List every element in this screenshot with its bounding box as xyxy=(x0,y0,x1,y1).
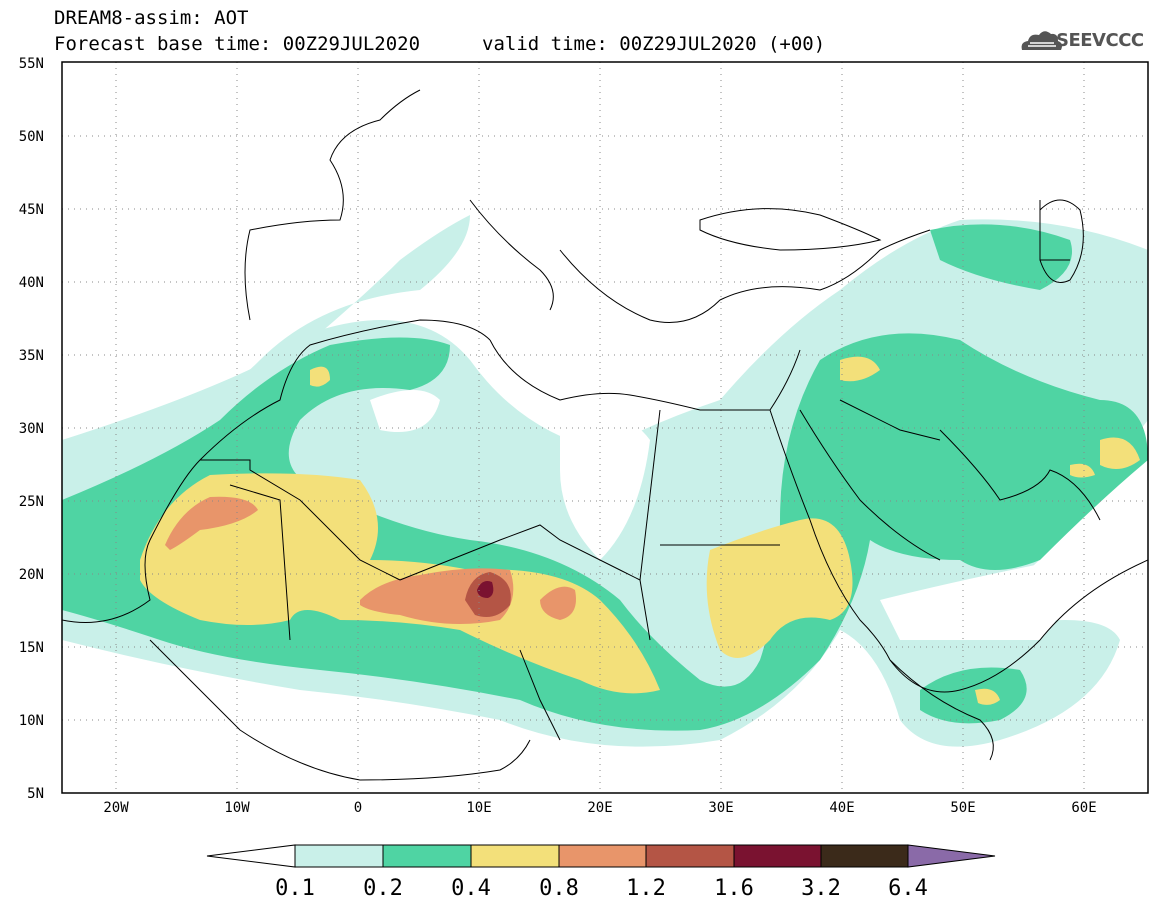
cloud-icon xyxy=(1021,31,1062,50)
lat-label: 25N xyxy=(18,494,44,510)
colorbar-label: 0.1 xyxy=(275,876,315,901)
aot-1.6-region xyxy=(477,581,494,598)
aot-0.8-region xyxy=(165,496,258,550)
colorbar-label: 0.8 xyxy=(539,876,579,901)
colorbar-label: 1.6 xyxy=(714,876,754,901)
lat-label: 55N xyxy=(18,56,44,72)
map-frame xyxy=(61,61,1149,794)
lon-label: 20E xyxy=(587,800,613,816)
lat-label: 35N xyxy=(18,348,44,364)
logo-text: SEEVCCC xyxy=(1056,30,1144,51)
colorbar-label: 6.4 xyxy=(888,876,928,901)
lat-label: 40N xyxy=(18,275,44,291)
lat-label: 20N xyxy=(18,567,44,583)
lon-label: 40E xyxy=(829,800,855,816)
aot-0.2-region xyxy=(62,333,1148,731)
colorbar-label: 0.4 xyxy=(451,876,491,901)
coastlines-borders xyxy=(62,89,1148,781)
lat-label: 45N xyxy=(18,202,44,218)
lon-label: 0 xyxy=(353,800,363,816)
lat-label: 5N xyxy=(27,786,44,802)
lat-label: 10N xyxy=(18,713,44,729)
aot-contours xyxy=(62,215,1148,747)
colorbar-label: 1.2 xyxy=(626,876,666,901)
lat-label: 30N xyxy=(18,421,44,437)
lon-label: 30E xyxy=(708,800,734,816)
lat-label: 15N xyxy=(18,640,44,656)
lon-label: 20W xyxy=(103,800,129,816)
colorbar xyxy=(206,844,996,868)
lon-label: 60E xyxy=(1071,800,1097,816)
gridlines xyxy=(62,62,1148,793)
colorbar-label: 0.2 xyxy=(363,876,403,901)
valid-time: valid time: 00Z29JUL2020 (+00) xyxy=(482,33,826,55)
forecast-base-time: Forecast base time: 00Z29JUL2020 xyxy=(54,33,421,55)
lon-label: 10W xyxy=(224,800,250,816)
map-title: DREAM8-assim: AOT xyxy=(54,7,249,29)
colorbar-label: 3.2 xyxy=(801,876,841,901)
lon-label: 10E xyxy=(466,800,492,816)
lat-label: 50N xyxy=(18,129,44,145)
lon-label: 50E xyxy=(950,800,976,816)
